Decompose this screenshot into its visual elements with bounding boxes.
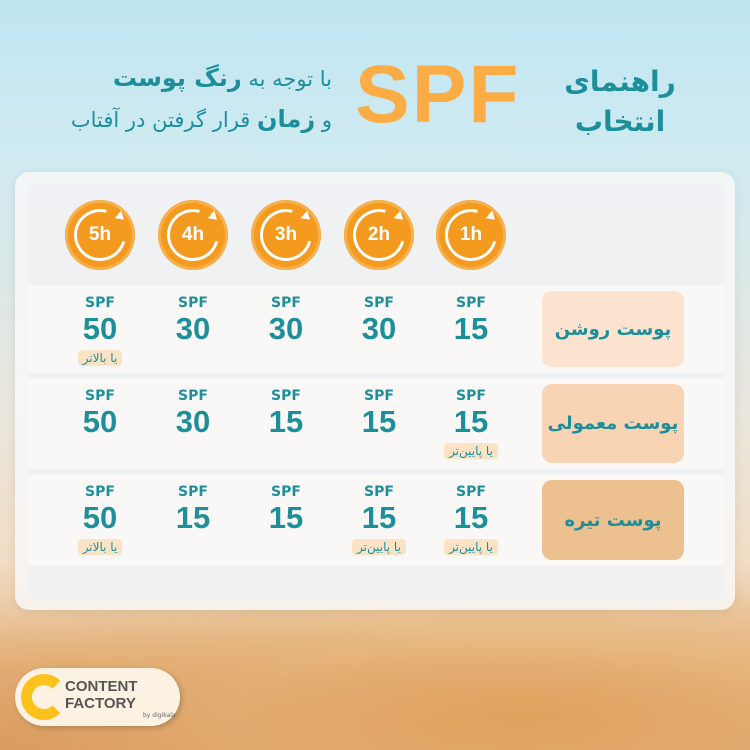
spf-cell: SPF 15 یا پایین‌تر bbox=[334, 484, 424, 555]
hour-label: 5h bbox=[88, 224, 112, 245]
spf-value: 50 bbox=[82, 500, 118, 535]
spf-cell: SPF 30 bbox=[148, 295, 238, 347]
spf-value: 15 bbox=[268, 404, 304, 439]
title-line-2: انتخاب bbox=[574, 105, 666, 138]
hour-label: 1h bbox=[459, 224, 483, 245]
spf-value: 30 bbox=[361, 311, 397, 346]
spf-cell: SPF 30 bbox=[334, 295, 424, 347]
spf-value: 30 bbox=[175, 404, 211, 439]
content-factory-logo: CONTENT FACTORY by digikala bbox=[15, 668, 180, 726]
spf-cell: SPF 15 bbox=[148, 484, 238, 536]
spf-prefix: SPF bbox=[85, 484, 115, 500]
spf-value: 50 bbox=[82, 404, 118, 439]
subtitle: با توجه به رنگ پوست و زمان قرار گرفتن در… bbox=[32, 58, 332, 140]
clock-4h-icon: 4h bbox=[157, 199, 229, 271]
spf-value: 15 bbox=[175, 500, 211, 535]
clock-5h-icon: 5h bbox=[64, 199, 136, 271]
logo-line-2: FACTORY bbox=[65, 695, 136, 712]
spf-cell: SPF 50 bbox=[55, 388, 145, 440]
spf-prefix: SPF bbox=[456, 388, 486, 404]
skin-type-label: پوست معمولی bbox=[542, 384, 684, 463]
spf-note: یا بالاتر bbox=[77, 539, 123, 555]
spf-cell: SPF 15 bbox=[241, 388, 331, 440]
hour-label: 3h bbox=[274, 224, 298, 245]
spf-prefix: SPF bbox=[456, 295, 486, 311]
spf-note: یا پایین‌تر bbox=[444, 539, 498, 555]
subtitle-text: قرار گرفتن در آفتاب bbox=[70, 108, 257, 132]
spf-prefix: SPF bbox=[364, 295, 394, 311]
spf-value: 30 bbox=[268, 311, 304, 346]
spf-value: 15 bbox=[361, 500, 397, 535]
subtitle-bold: زمان bbox=[257, 105, 316, 133]
spf-cell: SPF 15 bbox=[241, 484, 331, 536]
spf-prefix: SPF bbox=[364, 484, 394, 500]
spf-note: یا بالاتر bbox=[77, 350, 123, 366]
logo-line-1: CONTENT bbox=[65, 678, 138, 695]
spf-cell: SPF 15 یا پایین‌تر bbox=[426, 484, 516, 555]
spf-value: 15 bbox=[453, 500, 489, 535]
spf-value: 15 bbox=[361, 404, 397, 439]
hour-label: 4h bbox=[181, 224, 205, 245]
spf-cell: SPF 15 یا پایین‌تر bbox=[426, 388, 516, 459]
table-row: پوست معمولی SPF 15 یا پایین‌تر SPF 15 SPF 15 SPF… bbox=[28, 378, 724, 469]
spf-cell: SPF 15 bbox=[426, 295, 516, 347]
logo-by: by digikala bbox=[143, 712, 176, 719]
table-row: پوست روشن SPF 15 SPF 30 SPF 30 SPF 30 SPF 50 یا بال… bbox=[28, 285, 724, 373]
spf-prefix: SPF bbox=[271, 484, 301, 500]
spf-prefix: SPF bbox=[178, 484, 208, 500]
spf-cell: SPF 30 bbox=[148, 388, 238, 440]
hour-label: 2h bbox=[367, 224, 391, 245]
clock-3h-icon: 3h bbox=[250, 199, 322, 271]
spf-note: یا پایین‌تر bbox=[352, 539, 406, 555]
page-title: راهنمای انتخاب bbox=[560, 62, 680, 142]
spf-prefix: SPF bbox=[456, 484, 486, 500]
spf-note: یا پایین‌تر bbox=[444, 443, 498, 459]
subtitle-text: با توجه به bbox=[241, 67, 332, 91]
spf-prefix: SPF bbox=[178, 388, 208, 404]
spf-prefix: SPF bbox=[85, 295, 115, 311]
spf-prefix: SPF bbox=[271, 295, 301, 311]
skin-type-label: پوست روشن bbox=[542, 291, 684, 367]
logo-c-icon bbox=[21, 674, 67, 720]
spf-prefix: SPF bbox=[271, 388, 301, 404]
spf-prefix: SPF bbox=[364, 388, 394, 404]
spf-cell: SPF 15 bbox=[334, 388, 424, 440]
skin-type-label: پوست تیره bbox=[542, 480, 684, 560]
clock-1h-icon: 1h bbox=[435, 199, 507, 271]
spf-value: 15 bbox=[453, 404, 489, 439]
spf-value: 15 bbox=[453, 311, 489, 346]
spf-value: 15 bbox=[268, 500, 304, 535]
spf-cell: SPF 30 bbox=[241, 295, 331, 347]
spf-cell: SPF 50 یا بالاتر bbox=[55, 484, 145, 555]
spf-prefix: SPF bbox=[85, 388, 115, 404]
clock-2h-icon: 2h bbox=[343, 199, 415, 271]
title-line-1: راهنمای bbox=[564, 65, 676, 98]
spf-value: 50 bbox=[82, 311, 118, 346]
spf-value: 30 bbox=[175, 311, 211, 346]
subtitle-text: و bbox=[315, 108, 332, 132]
spf-cell: SPF 50 یا بالاتر bbox=[55, 295, 145, 366]
spf-prefix: SPF bbox=[178, 295, 208, 311]
subtitle-bold: رنگ پوست bbox=[112, 64, 242, 92]
spf-heading: SPF bbox=[355, 49, 521, 140]
table-row: پوست تیره SPF 15 یا پایین‌تر SPF 15 یا پایین‌ت… bbox=[28, 474, 724, 566]
